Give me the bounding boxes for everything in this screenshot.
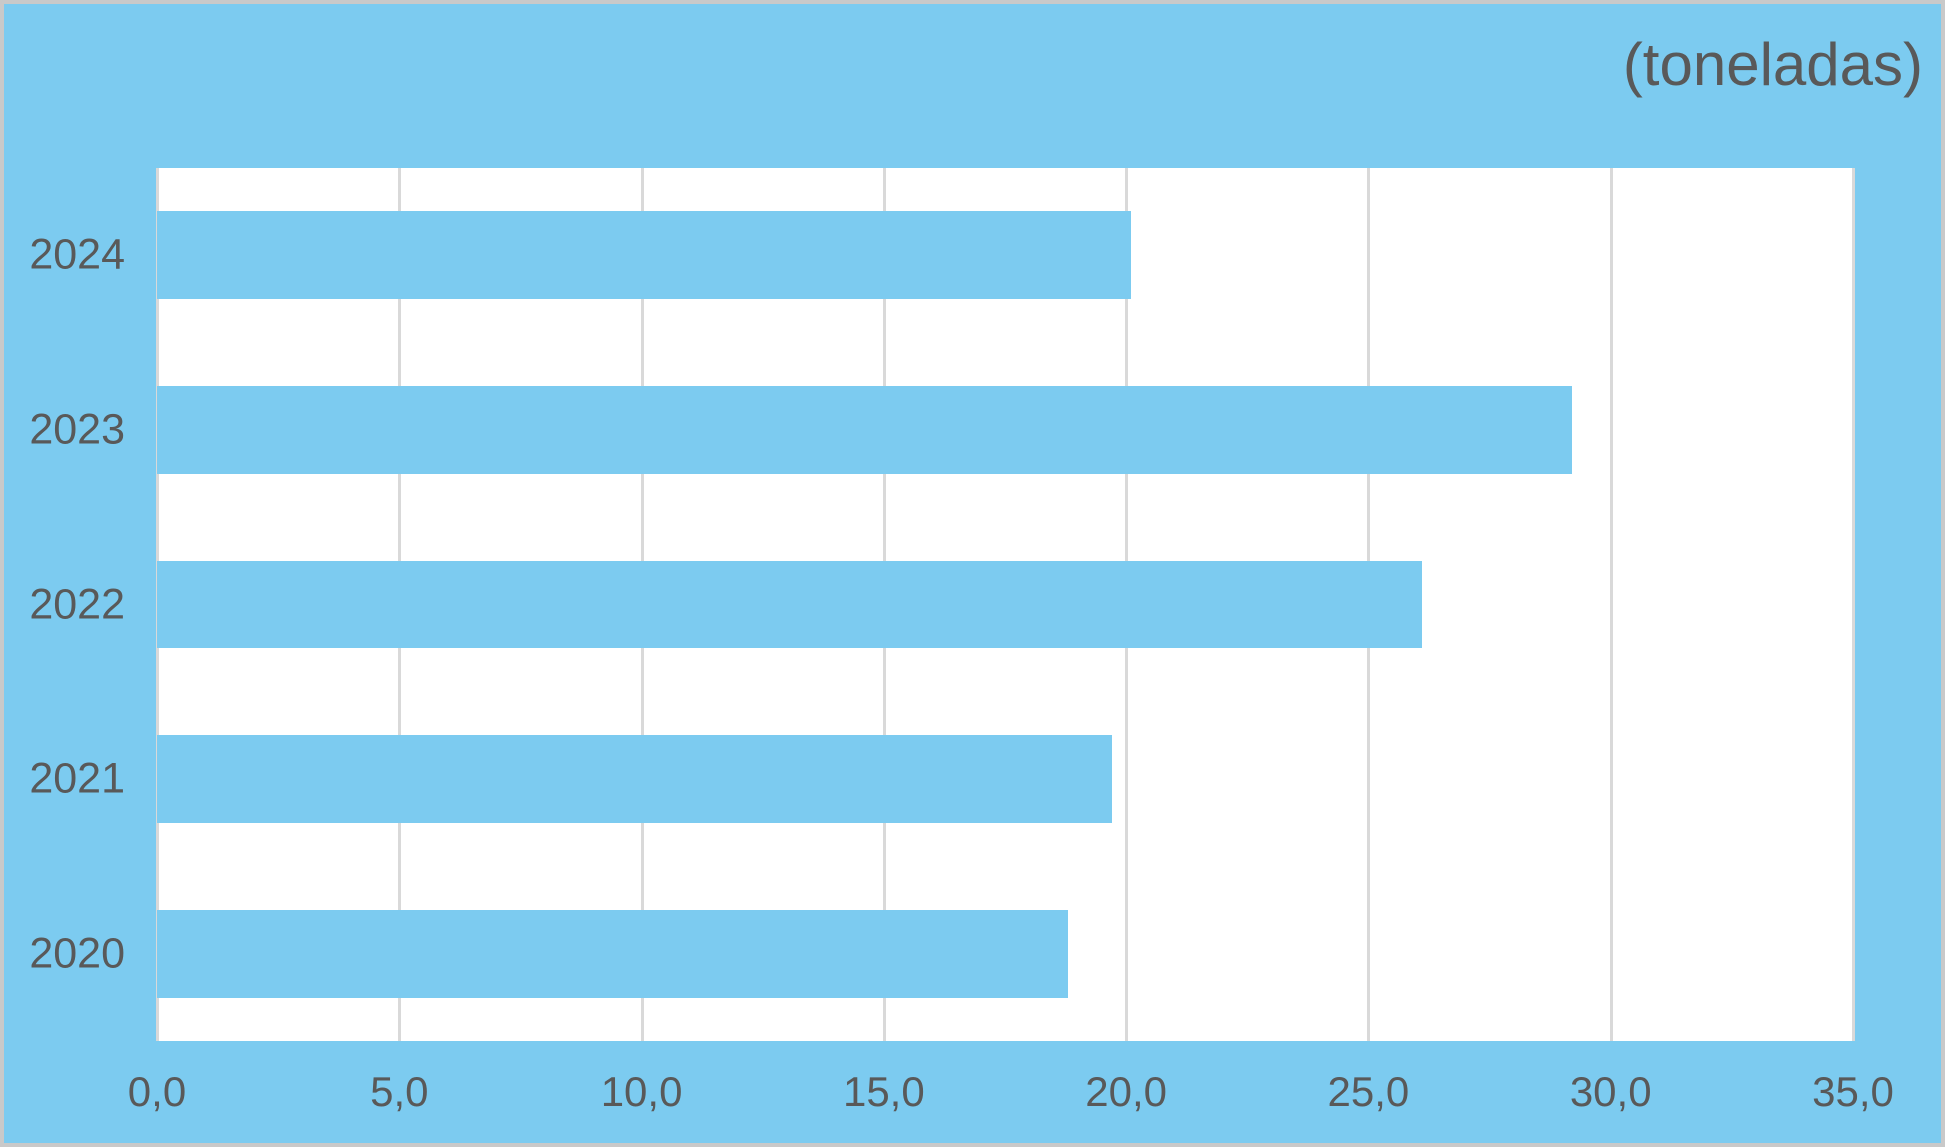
bar-2021 — [157, 735, 1112, 824]
x-tick-label-20,0: 20,0 — [1085, 1068, 1168, 1115]
y-tick-label-2020: 2020 — [29, 929, 125, 978]
x-tick-label-25,0: 25,0 — [1327, 1068, 1410, 1115]
gridline-35,0 — [1852, 168, 1855, 1041]
y-tick-label-2022: 2022 — [29, 580, 125, 628]
chart-title: (toneladas) — [1622, 31, 1923, 98]
x-tick-label-35,0: 35,0 — [1812, 1068, 1894, 1115]
y-tick-label-2024: 2024 — [29, 230, 125, 279]
bar-2020 — [157, 909, 1068, 998]
bar-2023 — [157, 385, 1572, 474]
y-tick-label-2023: 2023 — [29, 405, 125, 454]
x-axis-labels: 0,0 5,0 10,0 15,0 20,0 25,0 30,0 35,0 — [128, 1041, 1894, 1143]
gridline-30,0 — [1609, 168, 1613, 1041]
x-tick-label-0,0: 0,0 — [127, 1068, 187, 1115]
x-tick-label-5,0: 5,0 — [370, 1068, 429, 1115]
x-tick-label-30,0: 30,0 — [1569, 1068, 1652, 1115]
plot-area — [156, 168, 1855, 1041]
bar-2024 — [157, 211, 1131, 300]
y-tick-label-2021: 2021 — [29, 754, 125, 803]
x-tick-label-15,0: 15,0 — [842, 1068, 925, 1115]
bar-2022 — [157, 560, 1422, 649]
x-tick-label-10,0: 10,0 — [600, 1068, 683, 1115]
y-axis-labels: 2024 2023 2022 2021 2020 — [4, 168, 125, 1041]
